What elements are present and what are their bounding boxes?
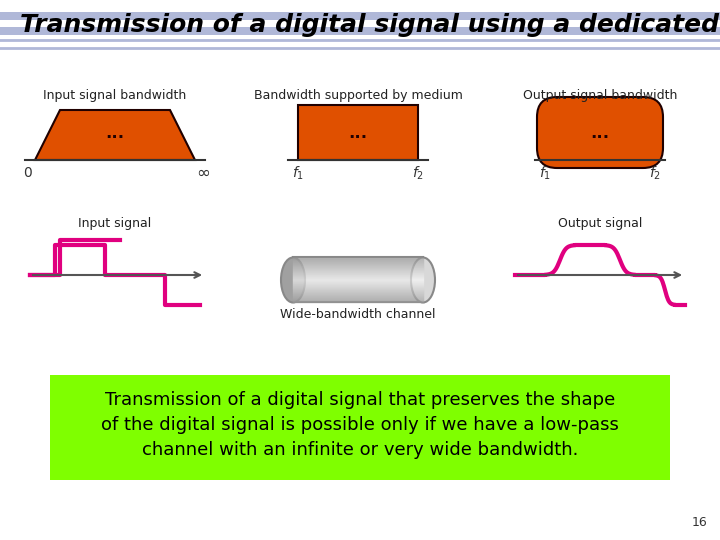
Text: Input signal: Input signal — [78, 217, 152, 230]
Text: Transmission of a digital signal using a dedicated medium: Transmission of a digital signal using a… — [20, 13, 720, 37]
Text: ...: ... — [105, 124, 125, 142]
Text: ...: ... — [590, 124, 610, 142]
FancyBboxPatch shape — [293, 257, 423, 302]
FancyBboxPatch shape — [0, 12, 720, 20]
FancyBboxPatch shape — [0, 27, 720, 35]
FancyBboxPatch shape — [537, 97, 663, 168]
Text: Wide-bandwidth channel: Wide-bandwidth channel — [280, 308, 436, 321]
Text: 0: 0 — [22, 166, 32, 180]
Text: Bandwidth supported by medium: Bandwidth supported by medium — [253, 89, 462, 102]
Text: ∞: ∞ — [196, 164, 210, 182]
Polygon shape — [35, 110, 195, 160]
Bar — [298, 105, 418, 160]
Text: 16: 16 — [692, 516, 708, 529]
Text: $f_1$: $f_1$ — [292, 164, 304, 181]
FancyBboxPatch shape — [50, 375, 670, 480]
Text: Input signal bandwidth: Input signal bandwidth — [43, 89, 186, 102]
Ellipse shape — [281, 258, 305, 302]
Text: Output signal bandwidth: Output signal bandwidth — [523, 89, 678, 102]
Text: $f_2$: $f_2$ — [649, 164, 661, 181]
Ellipse shape — [411, 258, 435, 302]
Text: Output signal: Output signal — [558, 217, 642, 230]
Text: ...: ... — [348, 124, 368, 142]
Text: $f_2$: $f_2$ — [412, 164, 424, 181]
Text: $f_1$: $f_1$ — [539, 164, 551, 181]
Text: Transmission of a digital signal that preserves the shape
of the digital signal : Transmission of a digital signal that pr… — [101, 391, 619, 459]
